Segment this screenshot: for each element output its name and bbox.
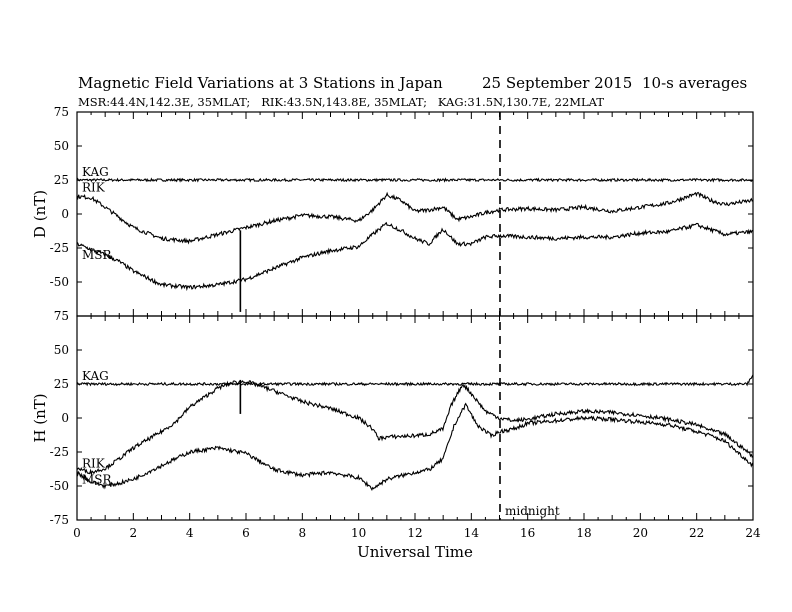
series-label-msr: MSR xyxy=(82,472,113,486)
x-tick-label: 20 xyxy=(633,526,648,540)
y-tick-label: 25 xyxy=(54,377,69,391)
y-tick-label: 0 xyxy=(61,411,69,425)
y-tick-label: 75 xyxy=(54,105,69,119)
x-tick-label: 18 xyxy=(576,526,591,540)
series-msr-D xyxy=(76,221,754,292)
x-tick-label: 0 xyxy=(73,526,81,540)
series-kag-H xyxy=(76,374,754,387)
y-tick-label: 50 xyxy=(54,139,69,153)
x-tick-label: 8 xyxy=(299,526,307,540)
y-tick-label: -25 xyxy=(50,445,69,459)
series-label-msr: MSR xyxy=(82,248,113,262)
series-msr-H xyxy=(76,379,754,477)
y-tick-label: -25 xyxy=(50,241,69,255)
series-label-kag: KAG xyxy=(82,369,109,383)
x-tick-label: 14 xyxy=(464,526,480,540)
series-label-kag: KAG xyxy=(82,165,109,179)
y-tick-label: 0 xyxy=(61,207,69,221)
y-axis-title-D: D (nT) xyxy=(31,190,49,238)
y-axis-title-H: H (nT) xyxy=(31,393,49,442)
y-tick-label: -75 xyxy=(50,513,69,527)
chart-date: 25 September 2015 xyxy=(482,74,632,92)
series-kag-D xyxy=(76,177,754,183)
x-tick-label: 22 xyxy=(689,526,704,540)
x-tick-label: 6 xyxy=(242,526,250,540)
series-label-rik: RIK xyxy=(82,180,106,194)
x-tick-label: 4 xyxy=(186,526,194,540)
x-axis-title: Universal Time xyxy=(357,543,473,561)
x-tick-label: 16 xyxy=(520,526,535,540)
midnight-label: midnight xyxy=(505,504,560,518)
x-tick-label: 12 xyxy=(407,526,422,540)
y-tick-label: -50 xyxy=(50,479,69,493)
y-tick-label: -50 xyxy=(50,275,69,289)
chart-averaging: 10-s averages xyxy=(642,74,747,92)
series-rik-H xyxy=(76,402,754,491)
y-tick-label: 25 xyxy=(54,173,69,187)
chart-title: Magnetic Field Variations at 3 Stations … xyxy=(78,74,443,92)
series-label-rik: RIK xyxy=(82,456,106,470)
stations-info: MSR:44.4N,142.3E, 35MLAT; RIK:43.5N,143.… xyxy=(78,95,604,109)
x-tick-label: 10 xyxy=(351,526,366,540)
series-rik-D xyxy=(76,191,754,245)
x-tick-label: 24 xyxy=(745,526,761,540)
y-tick-label: 50 xyxy=(54,343,69,357)
y-tick-label: 75 xyxy=(54,309,69,323)
x-tick-label: 2 xyxy=(130,526,138,540)
